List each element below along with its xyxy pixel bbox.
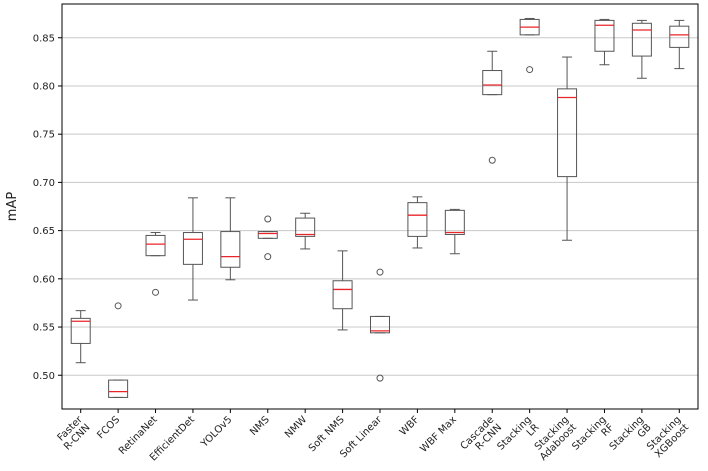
iqr-box xyxy=(71,318,90,343)
x-tick-label: NMW xyxy=(283,414,309,440)
iqr-box xyxy=(408,203,427,237)
iqr-box xyxy=(221,232,240,268)
box-cascade-r-cnn xyxy=(483,51,502,163)
box-stacking-adaboost xyxy=(558,57,577,240)
x-tick-label-line: WBF xyxy=(398,414,422,438)
y-tick-label: 0.55 xyxy=(33,323,55,334)
y-axis-label: mAP xyxy=(5,192,20,222)
y-tick-label: 0.65 xyxy=(33,226,55,237)
box-stacking-xgboost xyxy=(670,20,689,68)
box-wbf xyxy=(408,197,427,248)
x-tick-label-line: WBF Max xyxy=(418,414,459,455)
x-tick-label: StackingLR xyxy=(495,414,541,460)
x-tick-label: YOLOv5 xyxy=(199,414,235,450)
y-tick-label: 0.60 xyxy=(33,274,55,285)
box-efficientdet xyxy=(183,198,202,300)
box-yolov5 xyxy=(221,198,240,280)
box-stacking-gb xyxy=(632,20,651,78)
x-tick-label: Soft NMS xyxy=(307,414,347,454)
x-tick-label-line: Soft NMS xyxy=(307,414,347,454)
iqr-box xyxy=(183,233,202,265)
x-tick-label-line: YOLOv5 xyxy=(199,414,235,450)
iqr-box xyxy=(258,232,277,239)
grid-layer xyxy=(62,38,698,376)
iqr-box xyxy=(333,281,352,309)
x-tick-label: WBF Max xyxy=(418,414,459,455)
outlier-point xyxy=(377,375,383,381)
y-tick-label: 0.80 xyxy=(33,81,55,92)
y-tick-label: 0.75 xyxy=(33,130,55,141)
iqr-box xyxy=(146,235,165,255)
box-fcos xyxy=(109,303,128,398)
box-retinanet xyxy=(146,233,165,296)
x-tick-label-line: NMS xyxy=(248,414,272,438)
x-tick-label: FasterR-CNN xyxy=(54,414,93,453)
box-layer xyxy=(71,18,689,397)
y-tick-label: 0.70 xyxy=(33,178,55,189)
iqr-box xyxy=(558,89,577,177)
outlier-point xyxy=(115,303,121,309)
boxplot-chart: 0.50 0.55 0.60 0.65 0.70 0.75 0.80 0.85 FasterR… xyxy=(0,0,708,471)
outlier-point xyxy=(265,216,271,222)
box-faster-r-cnn xyxy=(71,311,90,363)
outlier-point xyxy=(153,289,159,295)
x-tick-label-line: FCOS xyxy=(95,414,122,441)
x-tick-label: StackingGB xyxy=(608,414,654,460)
y-tick-label: 0.85 xyxy=(33,33,55,44)
outlier-point xyxy=(527,67,533,73)
iqr-box xyxy=(109,380,128,397)
x-tick-label: NMS xyxy=(248,414,272,438)
iqr-box xyxy=(296,218,315,236)
x-tick-label-line: NMW xyxy=(283,414,309,440)
x-tick-label: CascadeR-CNN xyxy=(459,414,505,460)
y-tick-label: 0.50 xyxy=(33,371,55,382)
x-tick-label: FCOS xyxy=(95,414,122,441)
box-wbf-max xyxy=(445,209,464,253)
x-tick-label: StackingXGBoost xyxy=(645,414,691,460)
iqr-box xyxy=(483,71,502,95)
box-soft-linear xyxy=(371,269,390,381)
iqr-box xyxy=(632,23,651,56)
outlier-point xyxy=(265,254,271,260)
y-axis-ticks: 0.50 0.55 0.60 0.65 0.70 0.75 0.80 0.85 xyxy=(33,33,62,382)
outlier-point xyxy=(489,157,495,163)
x-tick-label: WBF xyxy=(398,414,422,438)
box-nms xyxy=(258,216,277,260)
outlier-point xyxy=(377,269,383,275)
box-stacking-rf xyxy=(595,19,614,64)
x-tick-label: StackingAdaboost xyxy=(530,414,579,463)
box-stacking-lr xyxy=(520,18,539,72)
iqr-box xyxy=(670,26,689,47)
box-soft-nms xyxy=(333,251,352,330)
x-tick-label: StackingRF xyxy=(570,414,616,460)
